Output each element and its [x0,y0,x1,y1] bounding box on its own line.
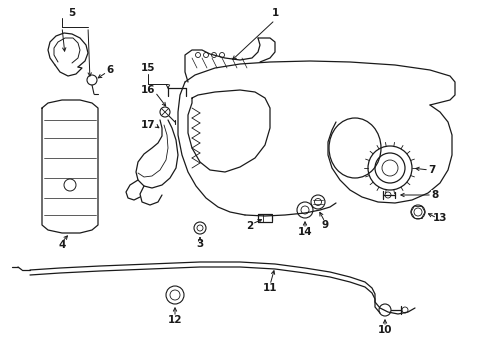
Text: 7: 7 [427,165,435,175]
Text: 17: 17 [141,120,155,130]
Text: 4: 4 [58,240,65,250]
Text: 11: 11 [262,283,277,293]
Text: 15: 15 [141,63,155,73]
Text: 14: 14 [297,227,312,237]
Text: 13: 13 [432,213,447,223]
Text: 10: 10 [377,325,391,335]
Text: 6: 6 [106,65,113,75]
Text: 1: 1 [271,8,278,18]
Text: 5: 5 [68,8,76,18]
Text: 3: 3 [196,239,203,249]
Text: 8: 8 [430,190,438,200]
Text: 2: 2 [246,221,253,231]
Text: 16: 16 [141,85,155,95]
Text: 9: 9 [321,220,328,230]
Text: 12: 12 [167,315,182,325]
